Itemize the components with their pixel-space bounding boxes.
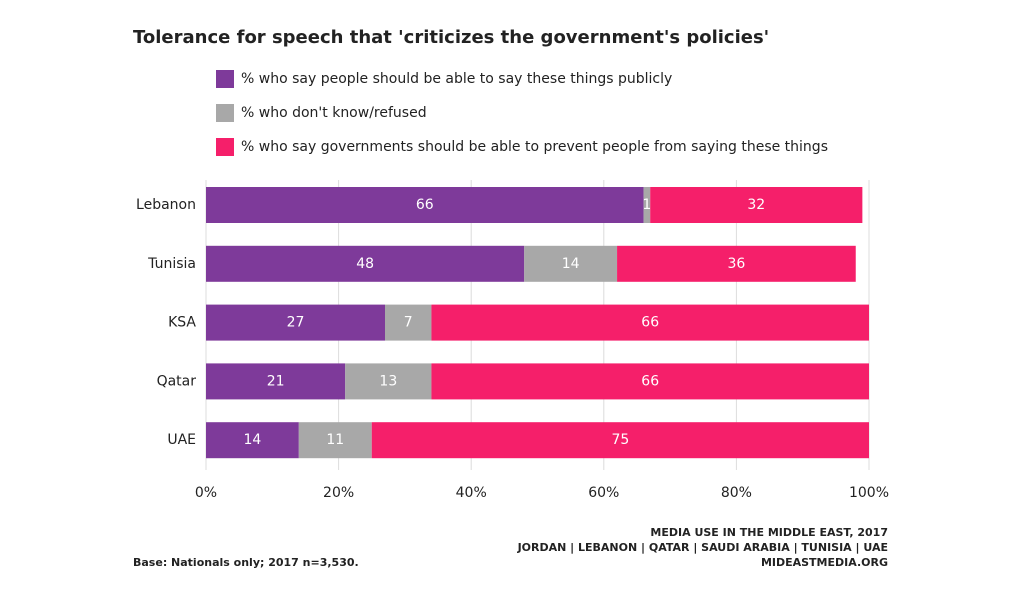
data-label: 66 [641, 373, 659, 389]
x-tick-label: 100% [849, 485, 889, 501]
bar-segment [385, 304, 432, 341]
x-tick-label: 0% [195, 485, 217, 501]
data-label: 48 [356, 256, 374, 272]
bar-segment [206, 187, 644, 223]
data-label: 27 [287, 315, 305, 331]
legend-label: % who say people should be able to say t… [241, 71, 672, 87]
legend-swatch [216, 70, 234, 88]
bar-segment [206, 363, 346, 400]
data-label: 32 [747, 197, 765, 213]
bar-segment [617, 245, 856, 282]
legend-swatch [216, 138, 234, 156]
y-tick-label: UAE [167, 432, 196, 448]
source-line: MEDIA USE IN THE MIDDLE EAST, 2017 [650, 526, 888, 539]
data-label: 1 [642, 197, 651, 213]
legend-label: % who don't know/refused [241, 105, 427, 121]
bar-segment [298, 422, 372, 459]
bar-segment [206, 422, 299, 459]
data-label: 36 [727, 256, 745, 272]
bar-segment [643, 187, 651, 223]
chart-title: Tolerance for speech that 'criticizes th… [133, 27, 769, 48]
note: Base: Nationals only; 2017 n=3,530. [133, 556, 359, 569]
y-tick-label: Lebanon [136, 197, 196, 213]
bar-segment [206, 304, 386, 341]
y-tick-label: Qatar [157, 373, 197, 389]
data-label: 75 [611, 432, 629, 448]
y-tick-label: KSA [168, 315, 196, 331]
bar-segment [345, 363, 432, 400]
data-label: 66 [416, 197, 434, 213]
y-tick-label: Tunisia [147, 256, 196, 272]
x-tick-label: 20% [323, 485, 354, 501]
bar-segment [650, 187, 863, 223]
data-label: 13 [379, 373, 397, 389]
legend-label: % who say governments should be able to … [241, 139, 828, 155]
bar-segment [431, 363, 869, 400]
data-label: 66 [641, 315, 659, 331]
data-label: 11 [326, 432, 344, 448]
bar-segment [206, 245, 525, 282]
x-tick-label: 40% [456, 485, 487, 501]
data-label: 14 [562, 256, 580, 272]
legend-swatch [216, 104, 234, 122]
data-label: 7 [404, 315, 413, 331]
x-tick-label: 80% [721, 485, 752, 501]
source-line: MIDEASTMEDIA.ORG [761, 556, 888, 569]
source-line: JORDAN | LEBANON | QATAR | SAUDI ARABIA … [517, 541, 888, 554]
bar-segment [524, 245, 618, 282]
data-label: 14 [243, 432, 261, 448]
data-label: 21 [267, 373, 285, 389]
x-tick-label: 60% [588, 485, 619, 501]
bar-segment [431, 304, 869, 341]
bar-segment [371, 422, 869, 459]
